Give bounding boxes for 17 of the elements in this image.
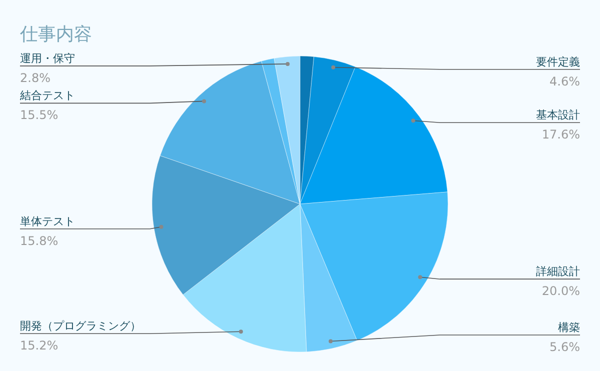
slice-label: 結合テスト	[19, 89, 75, 102]
slice-label: 構築	[558, 321, 580, 334]
slice-label: 運用・保守	[20, 52, 75, 65]
data-label: 15.5%	[20, 108, 58, 122]
data-label: 2.8%	[20, 70, 50, 85]
chart-title: 仕事内容	[19, 24, 92, 45]
data-label: 20.0%	[542, 284, 580, 298]
data-label: 5.6%	[550, 340, 580, 354]
slice-label: 詳細設計	[536, 265, 580, 278]
slice-label: 基本設計	[536, 108, 580, 122]
data-label: 17.6%	[542, 128, 580, 142]
slice-label: 単体テスト	[20, 214, 75, 228]
slice-label: 要件定義	[536, 55, 580, 68]
slice-label: 開発（プログラミング）	[20, 320, 141, 333]
data-label: 4.6%	[550, 74, 580, 88]
data-label: 15.8%	[20, 234, 58, 248]
data-label: 15.2%	[20, 338, 58, 353]
